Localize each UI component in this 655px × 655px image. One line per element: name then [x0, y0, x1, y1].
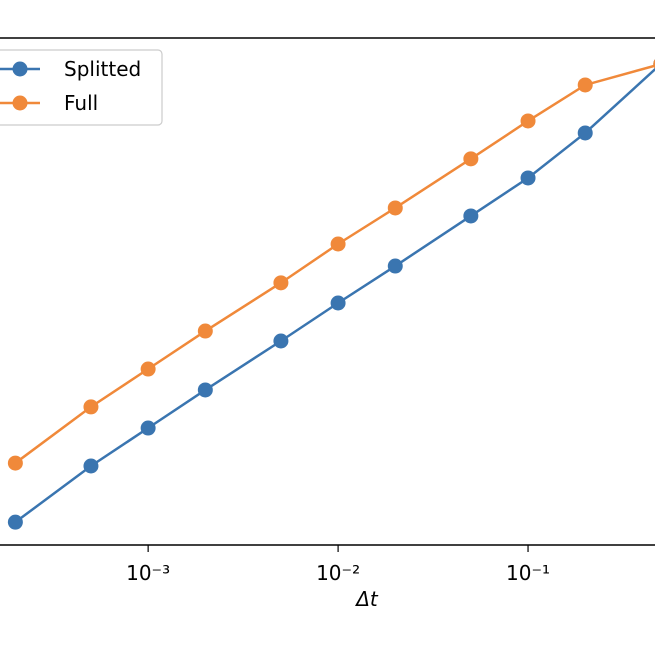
- series-line: [14, 67, 655, 524]
- point: [7, 514, 23, 530]
- point: [463, 208, 479, 224]
- point: [330, 295, 346, 311]
- point: [387, 258, 403, 274]
- point: [330, 236, 346, 252]
- point: [387, 200, 403, 216]
- point: [520, 170, 536, 186]
- point: [83, 458, 99, 474]
- point: [197, 382, 213, 398]
- legend-label: Full: [64, 91, 98, 115]
- point: [140, 420, 156, 436]
- x-tick-label: 10⁻¹: [506, 561, 550, 585]
- point: [7, 455, 23, 471]
- point: [520, 113, 536, 129]
- x-tick-label: 10⁻²: [316, 561, 360, 585]
- point: [273, 333, 289, 349]
- point: [83, 399, 99, 415]
- point: [197, 323, 213, 339]
- legend-marker: [12, 61, 28, 77]
- legend-label: Splitted: [64, 57, 141, 81]
- x-tick-label: 10⁻³: [126, 561, 170, 585]
- point: [273, 275, 289, 291]
- plot-area: [7, 59, 655, 530]
- legend: Splitted Full: [0, 49, 163, 126]
- legend-box: [0, 49, 163, 126]
- legend-marker: [12, 95, 28, 111]
- x-axis-label: Δt: [354, 587, 379, 611]
- point: [140, 361, 156, 377]
- point: [577, 125, 593, 141]
- point: [577, 77, 593, 93]
- point: [463, 151, 479, 167]
